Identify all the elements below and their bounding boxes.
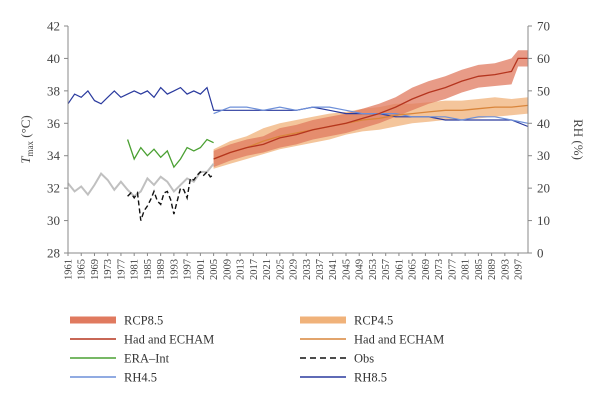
x-tick-label: 2081 (461, 259, 472, 280)
legend-label-era_int: ERA–Int (124, 352, 170, 366)
x-tick-label: 1993 (169, 259, 180, 280)
x-tick-label: 2069 (421, 259, 432, 280)
x-tick-label: 1973 (103, 259, 114, 280)
y-axis-right-title: RH (%) (571, 119, 586, 160)
x-tick-label: 1989 (156, 259, 167, 280)
legend-label-rh45: RH4.5 (124, 371, 157, 385)
x-tick-label: 2053 (368, 259, 379, 280)
rcp45-band (213, 97, 528, 169)
y-left-tick-label: 40 (47, 51, 60, 66)
x-tick-label: 2077 (447, 259, 458, 280)
y-left-tick-label: 32 (47, 181, 60, 196)
legend-label-rcp85_band: RCP8.5 (124, 314, 163, 328)
x-tick-label: 1985 (143, 259, 154, 280)
y-left-tick-label: 36 (47, 116, 61, 131)
y-left-tick-label: 30 (47, 213, 60, 228)
x-tick-label: 2073 (434, 259, 445, 280)
x-tick-label: 1969 (90, 259, 101, 280)
y-axis-left-title-unit: (°C) (18, 115, 33, 141)
x-tick-label: 2005 (209, 259, 220, 280)
x-tick-label: 2065 (408, 259, 419, 280)
x-tick-label: 1997 (183, 259, 194, 280)
y-right-tick-label: 20 (537, 181, 550, 196)
x-tick-label: 2025 (275, 259, 286, 280)
x-tick-label: 1977 (116, 259, 127, 280)
y-left-tick-label: 42 (47, 19, 60, 34)
x-tick-label: 2021 (262, 259, 273, 280)
x-tick-label: 2001 (196, 259, 207, 280)
x-tick-label: 2093 (500, 259, 511, 280)
rcp45-tmax-line (213, 104, 529, 160)
x-tick-label: 2089 (487, 259, 498, 280)
y-axis-left-title-main: T (18, 156, 33, 164)
y-right-tick-label: 50 (537, 83, 550, 98)
x-tick-label: 1981 (130, 259, 141, 280)
historical-tmax-line (67, 163, 215, 198)
obs-tmax-line (127, 170, 214, 221)
y-right-tick-label: 40 (537, 116, 550, 131)
x-tick-label: 2097 (514, 259, 525, 280)
x-tick-label: 2045 (341, 259, 352, 280)
x-tick-label: 2061 (394, 259, 405, 280)
y-right-tick-label: 10 (537, 213, 550, 228)
legend-label-rcp45_line: Had and ECHAM (354, 333, 444, 347)
legend-label-rh85: RH8.5 (354, 371, 387, 385)
rh45-line (213, 106, 529, 124)
legend-label-obs: Obs (354, 352, 374, 366)
x-tick-label: 1965 (77, 259, 88, 280)
x-tick-label: 2041 (328, 259, 339, 280)
y-right-tick-label: 0 (537, 246, 544, 261)
x-tick-label: 1961 (64, 259, 75, 280)
x-tick-label: 2013 (236, 259, 247, 280)
y-right-tick-label: 70 (537, 19, 550, 34)
x-tick-label: 2017 (249, 259, 260, 280)
x-tick-label: 2057 (381, 259, 392, 280)
x-tick-label: 2029 (289, 259, 300, 280)
rcp85-tmax-line (213, 57, 528, 160)
era-int-tmax-line (126, 138, 214, 169)
legend-label-rcp85_line: Had and ECHAM (124, 333, 214, 347)
y-left-tick-label: 28 (47, 246, 60, 261)
y-left-tick-label: 34 (47, 148, 61, 163)
x-tick-label: 2049 (355, 259, 366, 280)
x-tick-label: 2037 (315, 259, 326, 280)
plot-area (67, 50, 529, 221)
rcp85-band (213, 50, 528, 168)
y-axis-left-title-sub: max (25, 141, 35, 157)
legend: RCP8.5 RCP4.5 Had and ECHAM Had and ECHAM ER… (70, 314, 444, 385)
x-tick-label: 2085 (474, 259, 485, 280)
x-tick-label: 2009 (222, 259, 233, 280)
y-axis-left-title: Tmax (°C) (18, 115, 35, 164)
y-left-tick-label: 38 (47, 83, 60, 98)
legend-label-rcp45_band: RCP4.5 (354, 314, 393, 328)
y-right-tick-label: 30 (537, 148, 550, 163)
x-tick-label: 2033 (302, 259, 313, 280)
y-right-tick-label: 60 (537, 51, 550, 66)
